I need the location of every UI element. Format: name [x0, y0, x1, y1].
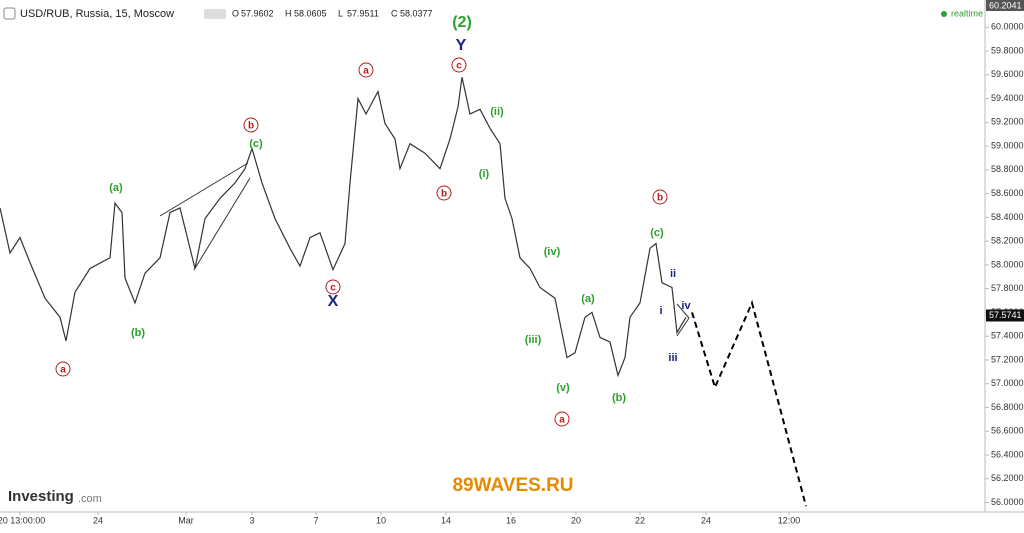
wave-circle	[451, 57, 467, 73]
last-price: 57.5741	[989, 310, 1022, 320]
wave-circle	[652, 189, 668, 205]
wave-label: (iv)	[544, 246, 561, 258]
top-price-box	[986, 0, 1024, 11]
x-tick-label: 3	[249, 515, 254, 525]
wave-circle	[436, 185, 452, 201]
wave-label: b	[248, 121, 254, 132]
x-tick-label: 24	[701, 515, 711, 525]
y-tick-label: 57.2000	[991, 354, 1024, 364]
ohlc-label: H	[285, 8, 292, 18]
y-tick-label: 56.4000	[991, 449, 1024, 459]
forecast-line	[691, 299, 807, 507]
x-tick-label: -20 13:00:00	[0, 515, 45, 525]
x-tick-label: 22	[635, 515, 645, 525]
wave-label: a	[559, 415, 565, 426]
x-tick-label: 7	[313, 515, 318, 525]
wave-label: Y	[456, 37, 467, 54]
menu-icon[interactable]	[3, 7, 16, 20]
y-tick-label: 56.0000	[991, 497, 1024, 507]
status: realtime	[951, 8, 983, 18]
y-tick-label: 58.4000	[991, 212, 1024, 222]
ohlc-label: L	[338, 8, 343, 18]
wave-circle	[325, 279, 341, 295]
wave-label: (b)	[131, 327, 145, 339]
wave-label: (b)	[612, 392, 626, 404]
wave-label: i	[659, 305, 662, 317]
watermark: 89WAVES.RU	[452, 475, 573, 496]
y-tick-label: 56.8000	[991, 402, 1024, 412]
wedge-line	[159, 162, 249, 217]
y-tick-label: 58.0000	[991, 259, 1024, 269]
wave-label: b	[657, 193, 663, 204]
x-tick-label: 20	[571, 515, 581, 525]
y-tick-label: 59.0000	[991, 140, 1024, 150]
wave-label: c	[456, 61, 462, 72]
wave-label: (c)	[650, 227, 664, 239]
y-tick-label: 59.4000	[991, 93, 1024, 103]
wave-label: iii	[668, 352, 677, 364]
last-price-box	[986, 309, 1024, 322]
ohlc-value: 57.9511	[347, 8, 379, 18]
top-price: 60.2041	[989, 0, 1022, 10]
wave-label: b	[441, 189, 447, 200]
y-tick-label: 58.8000	[991, 164, 1024, 174]
wave-label: (iii)	[525, 334, 542, 346]
x-tick-label: 10	[376, 515, 386, 525]
y-tick-label: 57.0000	[991, 378, 1024, 388]
x-tick-label: 16	[506, 515, 516, 525]
wave-label: iv	[681, 300, 691, 312]
toolbar-icons[interactable]	[204, 9, 226, 19]
triangle-line	[676, 303, 690, 319]
wedge-line	[193, 177, 251, 271]
wave-label: a	[363, 66, 369, 77]
ohlc-label: C	[391, 8, 398, 18]
ohlc-label: O	[232, 8, 239, 18]
y-tick-label: 60.0000	[991, 22, 1024, 32]
wave-label: X	[328, 293, 339, 310]
wave-circle	[243, 117, 259, 133]
status-dot	[941, 11, 947, 17]
y-tick-label: 56.2000	[991, 473, 1024, 483]
wave-label: (ii)	[490, 106, 504, 118]
x-tick-label: 14	[441, 515, 451, 525]
wave-label: c	[330, 283, 336, 294]
wave-circle	[358, 62, 374, 78]
wave-label: ii	[670, 268, 676, 280]
wave-label: (2)	[452, 14, 472, 31]
x-tick-label: 24	[93, 515, 103, 525]
y-tick-label: 57.8000	[991, 283, 1024, 293]
x-tick-label: Mar	[178, 515, 194, 525]
y-tick-label: 56.6000	[991, 426, 1024, 436]
wave-label: (v)	[556, 382, 570, 394]
y-tick-label: 59.2000	[991, 117, 1024, 127]
y-tick-label: 58.6000	[991, 188, 1024, 198]
wave-label: a	[60, 365, 66, 376]
logo-suffix: .com	[78, 493, 102, 505]
y-tick-label: 59.8000	[991, 45, 1024, 55]
wave-label: (c)	[249, 138, 263, 150]
y-axis-panel	[985, 0, 1024, 528]
y-tick-label: 58.2000	[991, 236, 1024, 246]
wave-circle	[554, 411, 570, 427]
y-tick-label: 57.4000	[991, 331, 1024, 341]
triangle-line	[676, 317, 690, 337]
wave-label: (a)	[109, 182, 123, 194]
x-tick-label: 12:00	[778, 515, 801, 525]
wave-circle	[55, 361, 71, 377]
wave-label: (i)	[479, 168, 490, 180]
ohlc-value: 57.9602	[241, 8, 274, 18]
wave-label: (a)	[581, 293, 595, 305]
ohlc-value: 58.0377	[400, 8, 433, 18]
price-line	[0, 77, 687, 378]
y-tick-label: 59.6000	[991, 69, 1024, 79]
ohlc-value: 58.0605	[294, 8, 327, 18]
logo: Investing	[8, 488, 74, 505]
symbol: USD/RUB, Russia, 15, Moscow	[20, 8, 174, 20]
